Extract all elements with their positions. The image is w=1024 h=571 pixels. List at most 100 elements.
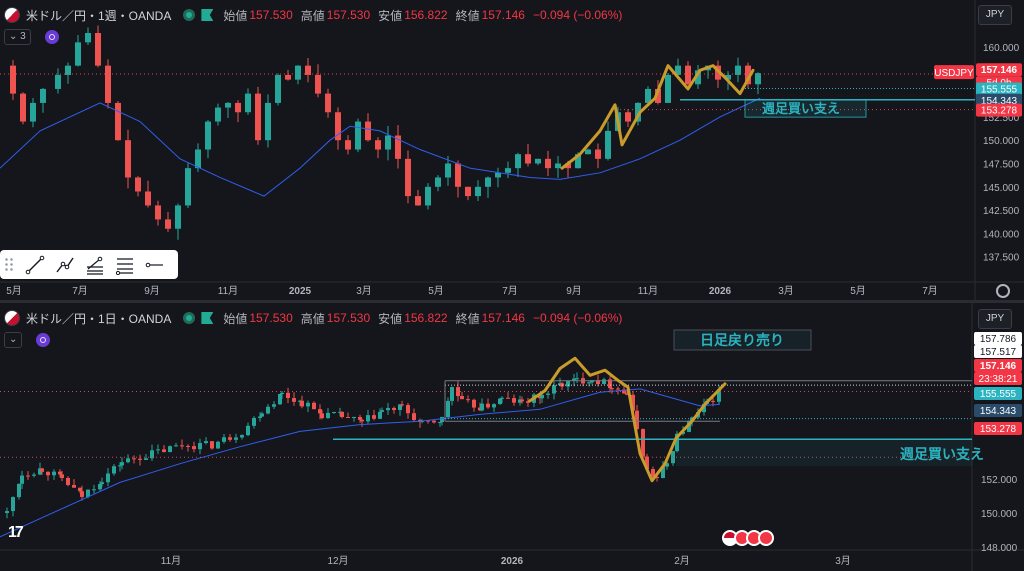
indicators-toggle[interactable]: ⌄ 3 — [4, 29, 31, 45]
flag-icon[interactable] — [201, 312, 214, 324]
candle-body — [255, 93, 261, 141]
candle-body — [275, 74, 281, 103]
event-icon[interactable] — [758, 530, 774, 546]
economic-events[interactable] — [722, 530, 774, 546]
sell-zone-box — [673, 329, 812, 351]
time-tick: 9月 — [566, 285, 582, 297]
high-value: 157.530 — [326, 311, 371, 325]
candle-body — [585, 149, 591, 155]
fib-retracement-tool[interactable] — [110, 253, 140, 277]
fib-channel-tool[interactable] — [80, 253, 110, 277]
candle-body — [55, 74, 61, 89]
time-tick: 2026 — [709, 286, 732, 297]
level1-label: 155.555 — [980, 389, 1017, 400]
candle-body — [440, 417, 444, 423]
level3-label: 153.278 — [981, 106, 1018, 117]
candle-body — [505, 168, 511, 173]
candle-body — [625, 112, 631, 122]
currency-select[interactable]: JPY — [978, 309, 1012, 329]
daily-chart-canvas[interactable]: 152.000150.000148.000146.00011月12月20262月… — [0, 303, 1024, 571]
last-price-label: 157.146 — [981, 65, 1018, 76]
last-price-label-bg — [976, 63, 1022, 77]
indicator-badge-icon[interactable] — [36, 333, 51, 347]
candle-body — [165, 219, 171, 229]
drag-handle-icon[interactable] — [4, 256, 14, 273]
candle-body — [360, 419, 364, 422]
candle-body — [346, 417, 350, 419]
path-tool[interactable] — [50, 253, 80, 277]
candle-body — [118, 465, 122, 467]
candle-body — [216, 441, 220, 449]
candle-body — [605, 130, 611, 159]
flag-icon[interactable] — [201, 9, 214, 21]
candle-body — [58, 471, 62, 475]
candle-body — [446, 400, 450, 418]
price-tick: 140.000 — [983, 229, 1020, 240]
candle-body — [72, 484, 76, 488]
settings-gear-icon[interactable] — [996, 284, 1010, 298]
market-open-icon — [183, 312, 196, 324]
candle-body — [651, 469, 655, 477]
candle-body — [285, 74, 291, 80]
candle-body — [278, 393, 282, 405]
horizontal-ray-icon — [145, 262, 163, 267]
high-label: 高値 — [300, 311, 325, 326]
price-tick: 160.000 — [983, 43, 1020, 54]
candle-body — [234, 437, 238, 440]
candle-body — [85, 33, 91, 43]
fib-retracement-icon — [115, 257, 133, 275]
countdown-label: 23:38:21 — [979, 374, 1018, 385]
candle-body — [526, 401, 530, 403]
symbol-title[interactable]: 米ドル／円・1日・OANDA — [26, 311, 172, 326]
indicators-toggle[interactable]: ⌄ — [4, 332, 23, 348]
candle-body — [132, 458, 136, 460]
candle-body — [645, 88, 651, 103]
weekly-chart-pane[interactable]: 160.000157.500155.000152.500150.000147.5… — [0, 0, 1024, 300]
usd-jpy-flag-icon — [4, 7, 20, 23]
indicator-row: ⌄ 3 — [4, 29, 59, 45]
level1-label-bg — [976, 82, 1022, 96]
level2-label-bg — [976, 93, 1022, 107]
time-tick: 5月 — [6, 285, 22, 297]
candle-body — [228, 437, 232, 440]
market-open-icon — [183, 9, 196, 21]
candle-body — [80, 491, 84, 497]
horizontal-ray-tool[interactable] — [140, 253, 170, 277]
low-label: 安値 — [378, 311, 403, 326]
candle-body — [385, 135, 391, 150]
candle-body — [595, 149, 601, 159]
price-tick: 147.500 — [983, 160, 1020, 171]
candle-body — [665, 74, 671, 103]
candle-body — [86, 489, 90, 497]
symbol-title[interactable]: 米ドル／円・1週・OANDA — [26, 8, 172, 23]
candle-body — [641, 429, 645, 457]
candle-body — [755, 73, 761, 85]
currency-select[interactable]: JPY — [978, 5, 1012, 25]
candle-body — [380, 410, 384, 412]
candle-body — [326, 412, 330, 419]
candle-body — [395, 135, 401, 159]
indicators-count: 3 — [20, 31, 26, 42]
candle-body — [272, 404, 276, 407]
candle-body — [498, 398, 502, 405]
low-label: 安値 — [378, 8, 403, 23]
candle-body — [675, 65, 681, 75]
candle-body — [180, 445, 184, 447]
tradingview-logo[interactable]: 17 — [8, 524, 24, 541]
candle-body — [92, 489, 96, 491]
daily-chart-pane[interactable]: 152.000150.000148.000146.00011月12月20262月… — [0, 303, 1024, 571]
candle-body — [745, 65, 751, 85]
pane-divider[interactable] — [0, 300, 1024, 303]
candle-body — [566, 380, 570, 387]
level3-label-bg — [974, 422, 1022, 435]
trend-line-tool[interactable] — [20, 253, 50, 277]
moving-average-line — [0, 388, 721, 538]
candle-body — [616, 388, 620, 390]
candle-body — [608, 379, 612, 389]
candle-body — [325, 93, 331, 113]
candle-body — [400, 404, 404, 406]
candle-body — [392, 407, 396, 411]
weekly-chart-canvas[interactable]: 160.000157.500155.000152.500150.000147.5… — [0, 0, 1024, 300]
indicator-badge-icon[interactable] — [44, 30, 59, 44]
level1-label: 155.555 — [981, 84, 1018, 95]
